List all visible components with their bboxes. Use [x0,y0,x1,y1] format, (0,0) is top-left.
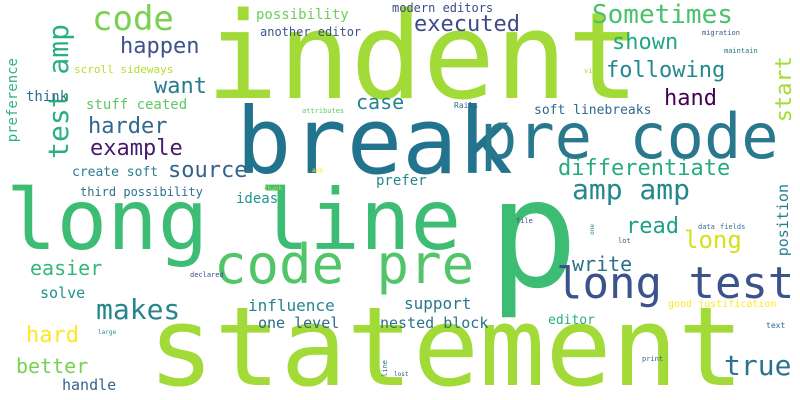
word: ideas [236,191,279,207]
word: hard [26,323,79,348]
word: soft linebreaks [534,103,652,118]
word: p [488,148,579,322]
word: source [168,158,248,183]
word: maintain [724,47,758,55]
word: start [772,56,797,123]
word: preference [5,58,21,143]
word: harder [88,114,168,139]
word: text [766,321,786,330]
word: migration [702,29,740,37]
word: print [642,355,664,363]
word: declared [190,271,224,279]
word: case [356,90,405,114]
word: one level [258,314,340,332]
word: executed [414,12,520,37]
word: modern editors [392,1,494,15]
word: Rails [454,101,479,110]
word: support [404,294,472,313]
word: think [26,89,69,105]
word: line [381,360,389,377]
word: third possibility [80,185,203,199]
word: indent [206,0,640,127]
word: amp amp [572,173,691,206]
word: possibility [256,7,349,23]
word: long [684,226,742,254]
word: long line [6,171,462,269]
word: influence [248,296,335,315]
word: hand [664,86,717,111]
word: another editor [260,25,362,39]
word: position [774,184,792,257]
word: prefer [376,173,427,189]
word: chunk [264,185,283,192]
word: one [589,224,596,235]
word: attributes [302,107,345,115]
word: long test [556,258,795,309]
word: differentiate [558,156,731,181]
word: fields [720,223,746,231]
word: file [516,217,533,225]
word: statement [148,283,745,400]
word: stuff ceated [86,97,188,113]
word: better [16,354,89,378]
word: lost [394,371,409,378]
word: data [698,223,715,231]
word: app [312,167,323,174]
word: handle [62,376,117,394]
word: view [584,67,601,75]
word: happen [120,34,200,59]
word: pre code [480,100,779,173]
word: nested block [380,314,489,332]
word: easier [30,256,103,280]
word: create soft [72,165,159,180]
word: break [236,88,513,195]
word: shown [612,30,679,55]
word: editor [548,313,595,328]
word: following [606,58,726,83]
word: solve [40,284,86,302]
word: makes [96,293,181,326]
word: true [724,349,792,382]
word: lot [618,237,631,245]
word: want [154,74,207,99]
word: example [90,136,183,161]
word: code [92,0,174,39]
word: code pre [214,233,475,296]
word: write [572,252,633,276]
word: large [98,329,117,336]
word: Sometimes [592,0,733,30]
word: read [626,214,679,239]
word: scroll sideways [74,63,174,76]
word: good justification [668,299,777,310]
